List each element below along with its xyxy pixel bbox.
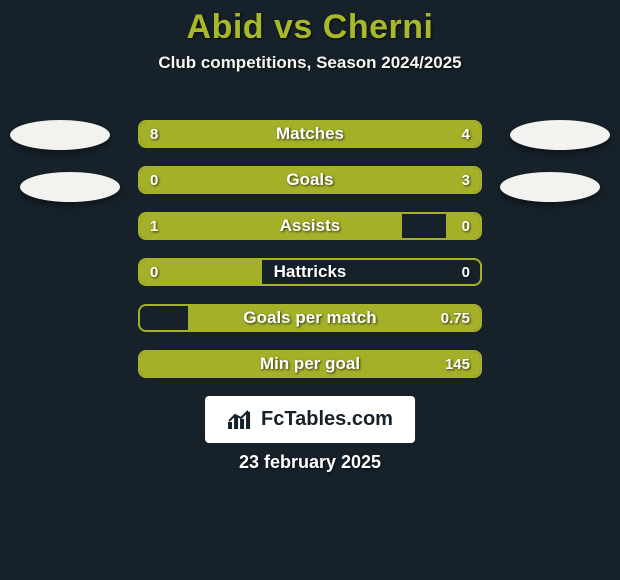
- brand-text: FcTables.com: [261, 408, 393, 431]
- title: Abid vs Cherni: [0, 0, 620, 47]
- stat-label: Goals per match: [140, 306, 480, 330]
- stat-row: 0.75Goals per match: [138, 304, 482, 332]
- stat-row: 84Matches: [138, 120, 482, 148]
- stat-label: Matches: [140, 122, 480, 146]
- subtitle: Club competitions, Season 2024/2025: [0, 53, 620, 73]
- stat-row: 00Hattricks: [138, 258, 482, 286]
- date-label: 23 february 2025: [0, 452, 620, 473]
- stat-label: Min per goal: [140, 352, 480, 376]
- stat-label: Assists: [140, 214, 480, 238]
- team-badge-left: [20, 172, 120, 202]
- brand-icon: [227, 410, 253, 430]
- stat-label: Goals: [140, 168, 480, 192]
- stat-row: 03Goals: [138, 166, 482, 194]
- stats-chart: 84Matches 03Goals 10Assists 00Hattricks 0.75…: [0, 120, 620, 396]
- team-badge-right: [510, 120, 610, 150]
- stat-row: 10Assists: [138, 212, 482, 240]
- stat-label: Hattricks: [140, 260, 480, 284]
- comparison-card: Abid vs Cherni Club competitions, Season…: [0, 0, 620, 580]
- team-badge-left: [10, 120, 110, 150]
- stat-row: 145Min per goal: [138, 350, 482, 378]
- team-badge-right: [500, 172, 600, 202]
- brand-box[interactable]: FcTables.com: [205, 396, 415, 443]
